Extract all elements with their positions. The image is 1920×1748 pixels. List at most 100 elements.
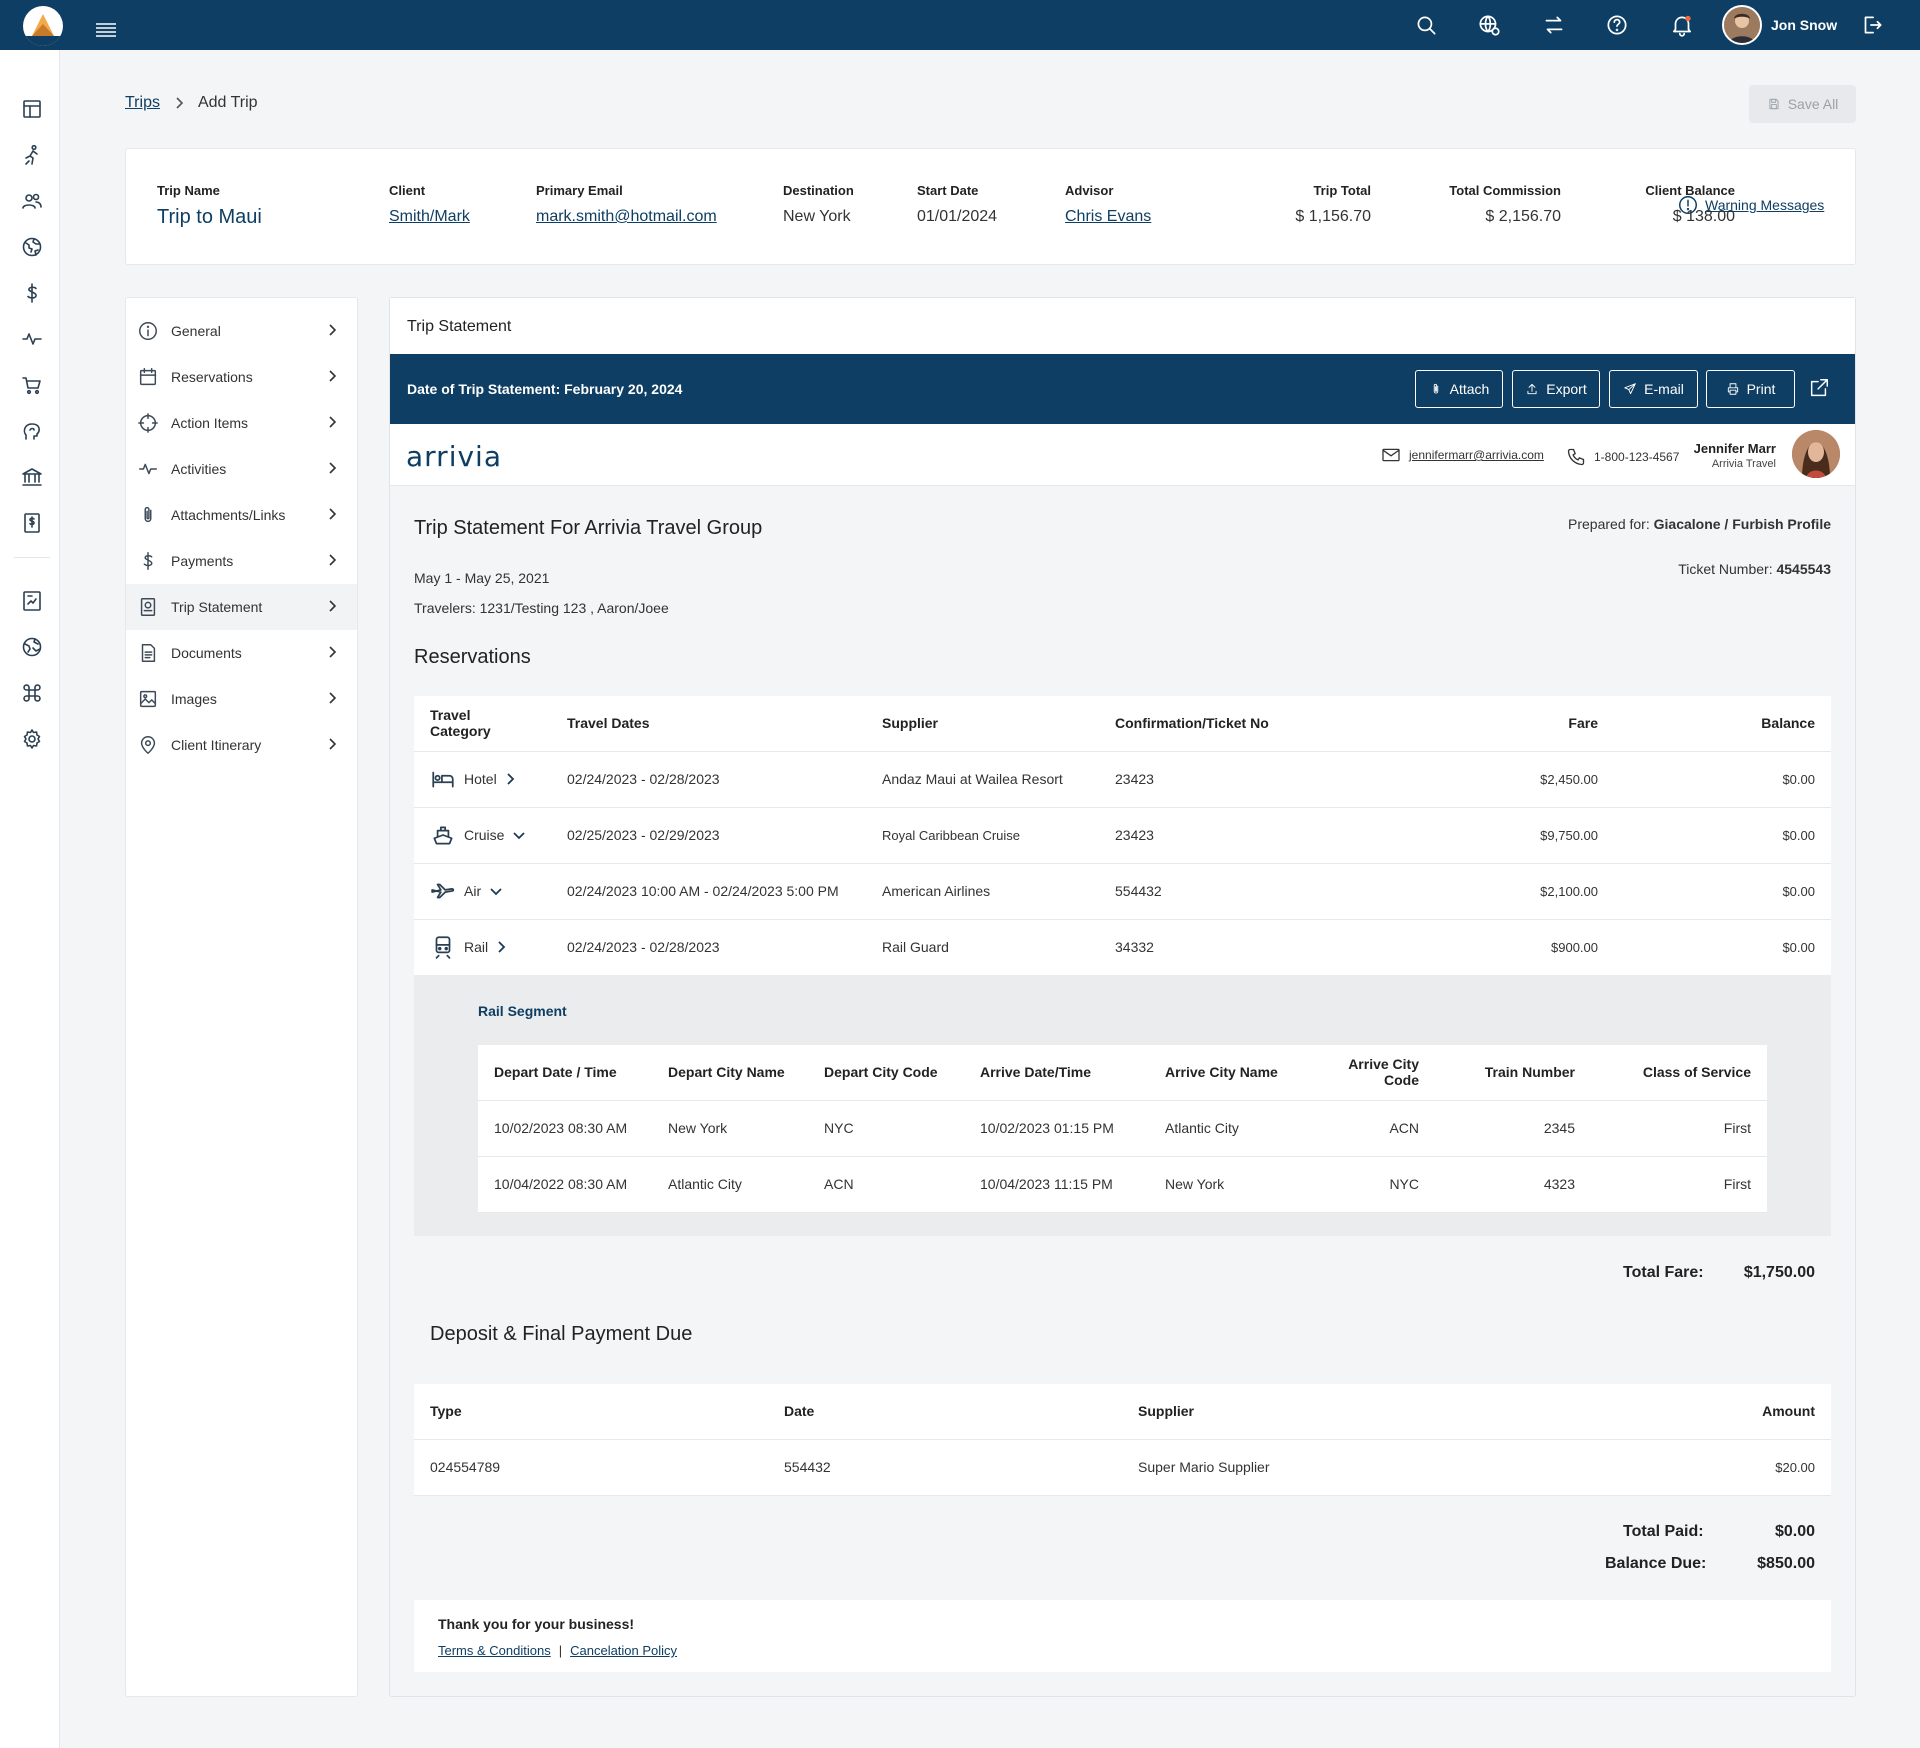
globe-chart-icon[interactable] — [20, 635, 44, 659]
chevron-right-icon — [329, 692, 337, 704]
statement-date: Date of Trip Statement: February 20, 202… — [407, 381, 683, 397]
chevron-right-icon[interactable] — [505, 772, 515, 786]
trip-side-menu: General Reservations Action Items Activi… — [125, 297, 358, 1697]
dashboard-icon[interactable] — [20, 97, 44, 121]
terms-link[interactable]: Terms & Conditions — [438, 1643, 551, 1658]
client-balance-field: Client Balance $ 138.00 — [1645, 183, 1735, 225]
table-header-row: Depart Date / Time Depart City Name Depa… — [478, 1045, 1767, 1101]
logout-icon[interactable] — [1859, 12, 1885, 38]
app-logo[interactable] — [23, 6, 63, 46]
dollar-icon[interactable] — [20, 281, 44, 305]
statement-title: Trip Statement For Arrivia Travel Group — [414, 517, 763, 539]
train-icon — [435, 936, 451, 959]
agent-avatar — [1792, 430, 1840, 478]
side-item-reservations[interactable]: Reservations — [126, 354, 357, 400]
top-bar: Jon Snow — [0, 0, 1920, 50]
breadcrumb-current: Add Trip — [197, 94, 258, 111]
side-item-action-items[interactable]: Action Items — [126, 400, 357, 446]
plane-icon — [431, 883, 455, 899]
client-link[interactable]: Smith/Mark — [389, 208, 470, 225]
rail-segment-section: Rail Segment Depart Date / Time Depart C… — [414, 975, 1831, 1236]
image-icon — [139, 690, 157, 708]
side-item-images[interactable]: Images — [126, 676, 357, 722]
agent-info: Jennifer Marr Arrivia Travel — [1693, 441, 1776, 470]
link-separator: | — [558, 1643, 563, 1658]
warning-messages-link[interactable]: Warning Messages — [1677, 194, 1824, 216]
traveler-icon[interactable] — [20, 143, 44, 167]
side-item-documents[interactable]: Documents — [126, 630, 357, 676]
side-item-activities[interactable]: Activities — [126, 446, 357, 492]
deposit-title: Deposit & Final Payment Due — [430, 1323, 693, 1345]
trip-name-field: Trip Name Trip to Maui — [157, 183, 262, 228]
globe-icon[interactable] — [15, 229, 51, 265]
side-item-trip-statement[interactable]: Trip Statement — [126, 584, 357, 630]
destination-field: Destination New York — [783, 183, 854, 225]
total-fare-label: Total Fare: — [1623, 1264, 1704, 1281]
location-icon — [140, 736, 156, 754]
export-button[interactable]: Export — [1512, 370, 1600, 408]
activity-icon[interactable] — [20, 327, 44, 351]
save-all-button[interactable]: Save All — [1749, 85, 1856, 123]
external-link-icon[interactable] — [1808, 377, 1830, 399]
paperclip-icon — [144, 506, 152, 523]
chevron-right-icon — [329, 416, 337, 428]
table-row[interactable]: Cruise 02/25/2023 - 02/29/2023 Royal Car… — [414, 807, 1831, 864]
target-icon — [138, 413, 158, 433]
chevron-right-icon — [329, 370, 337, 382]
report-icon[interactable] — [20, 589, 44, 613]
rail-segment-table: Depart Date / Time Depart City Name Depa… — [478, 1045, 1767, 1213]
table-row: 10/02/2023 08:30 AM New York NYC 10/02/2… — [478, 1100, 1767, 1157]
attach-button[interactable]: Attach — [1415, 370, 1503, 408]
side-item-client-itinerary[interactable]: Client Itinerary — [126, 722, 357, 768]
breadcrumb: Trips Add Trip — [125, 94, 258, 112]
prepared-for: Prepared for: Giacalone / Furbish Profil… — [1568, 516, 1831, 532]
email-button[interactable]: E-mail — [1609, 370, 1698, 408]
email-field: Primary Email mark.smith@hotmail.com — [536, 183, 717, 225]
brand-bar: arrivia jennifermarr@arrivia.com 1-800-1… — [390, 424, 1855, 486]
cart-icon[interactable] — [20, 373, 44, 397]
avatar[interactable] — [1722, 5, 1762, 45]
menu-icon[interactable] — [96, 23, 116, 37]
cancel-policy-link[interactable]: Cancelation Policy — [570, 1643, 678, 1658]
chevron-right-icon — [329, 554, 337, 566]
gear-icon[interactable] — [20, 727, 44, 751]
chevron-down-icon[interactable] — [489, 886, 503, 896]
table-row[interactable]: Air 02/24/2023 10:00 AM - 02/24/2023 5:0… — [414, 863, 1831, 920]
footer-links: Terms & Conditions | Cancelation Policy — [438, 1643, 677, 1658]
document-icon — [141, 644, 156, 662]
info-icon — [139, 322, 157, 340]
print-button[interactable]: Print — [1706, 370, 1795, 408]
reservations-table: Travel Category Travel Dates Supplier Co… — [414, 696, 1831, 976]
deposit-table: Type Date Supplier Amount 024554789 5544… — [414, 1384, 1831, 1496]
total-paid-label: Total Paid: — [1623, 1523, 1704, 1540]
chevron-right-icon — [329, 600, 337, 612]
globe-settings-icon[interactable] — [1476, 12, 1502, 38]
chevron-right-icon[interactable] — [496, 940, 506, 954]
trip-total-field: Trip Total $ 1,156.70 — [1295, 183, 1371, 225]
email-link[interactable]: mark.smith@hotmail.com — [536, 208, 717, 225]
swap-icon[interactable] — [1541, 12, 1567, 38]
chevron-down-icon[interactable] — [512, 830, 526, 840]
breadcrumb-trips-link[interactable]: Trips — [125, 94, 160, 111]
advisor-link[interactable]: Chris Evans — [1065, 208, 1152, 225]
head-icon[interactable] — [20, 419, 44, 443]
bell-icon[interactable] — [1669, 12, 1695, 38]
help-icon[interactable] — [1604, 12, 1630, 38]
chevron-right-icon — [329, 738, 337, 750]
user-name[interactable]: Jon Snow — [1771, 17, 1838, 33]
command-icon[interactable] — [20, 681, 44, 705]
side-item-general[interactable]: General — [126, 308, 357, 354]
side-item-payments[interactable]: Payments — [126, 538, 357, 584]
rail-segment-title: Rail Segment — [478, 1003, 567, 1019]
search-icon[interactable] — [1413, 12, 1439, 38]
contact-email[interactable]: jennifermarr@arrivia.com — [1381, 447, 1544, 463]
phone-icon — [1567, 448, 1585, 466]
table-row[interactable]: Hotel 02/24/2023 - 02/28/2023 Andaz Maui… — [414, 751, 1831, 808]
table-row[interactable]: Rail 02/24/2023 - 02/28/2023 Rail Guard … — [414, 919, 1831, 976]
side-item-attachments[interactable]: Attachments/Links — [126, 492, 357, 538]
thank-you-text: Thank you for your business! — [438, 1616, 635, 1632]
invoice-icon[interactable] — [20, 511, 44, 535]
users-icon[interactable] — [20, 189, 44, 213]
printer-icon — [1727, 383, 1738, 395]
bank-icon[interactable] — [20, 465, 44, 489]
